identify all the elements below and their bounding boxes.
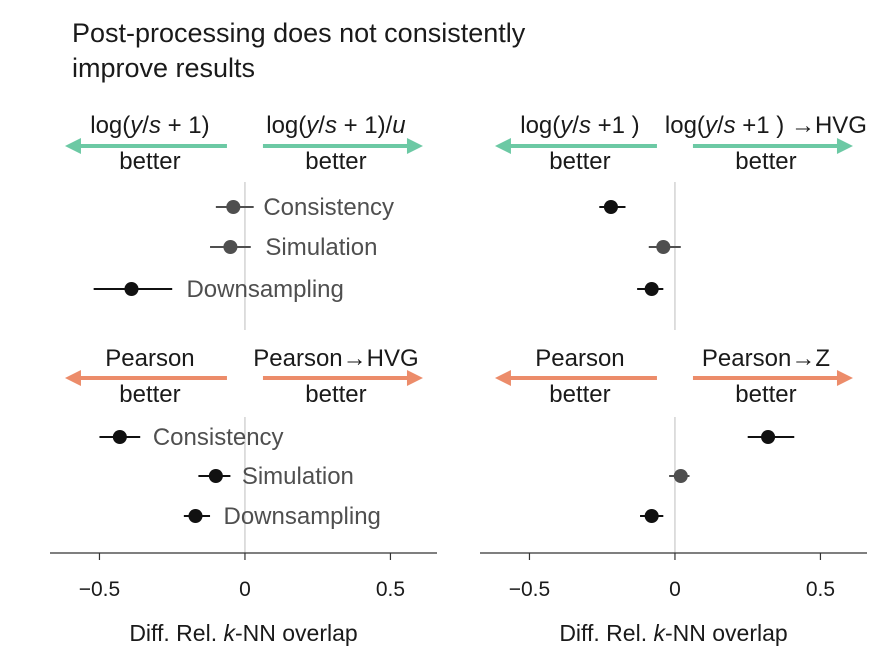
axes: −0.5 0 0.5 Diff. Rel. k-NN overlap −0.5 0 0.5 D… [50,552,867,646]
data-point [226,200,241,214]
tick-label: −0.5 [79,578,120,601]
right-arrow-head [836,370,853,386]
data-point [112,430,127,444]
right-better-label: better [305,148,366,175]
right-arrow-head [836,138,853,154]
data-point [644,282,659,296]
panel-bottom-right: Pearson Pearson→Z better better [494,345,853,553]
right-better-label: better [305,381,366,408]
right-header: log(y/s + 1)/u [266,112,405,139]
point-label: Downsampling [186,276,343,303]
tick-label: −0.5 [509,578,550,601]
left-arrow-head [494,370,511,386]
tick-label: 0.5 [806,578,835,601]
left-header: Pearson [535,345,624,372]
figure-title-line-2: improve results [72,53,255,83]
x-axis-label: Diff. Rel. k-NN overlap [559,620,787,646]
data-point [208,469,223,483]
tick-label: 0 [239,578,251,601]
tick-label: 0.5 [376,578,405,601]
point-label: Consistency [263,194,394,221]
right-arrow-head [406,138,423,154]
data-point [223,240,238,254]
right-arrow-head [406,370,423,386]
left-better-label: better [549,148,610,175]
point-label: Simulation [265,234,377,261]
data-point [603,200,618,214]
data-point [673,469,688,483]
data-point [761,430,776,444]
data-point [644,509,659,523]
left-arrow-head [494,138,511,154]
right-header: log(y/s +1 ) →HVG [665,112,867,139]
data-point [656,240,671,254]
x-axis-label: Diff. Rel. k-NN overlap [129,620,357,646]
left-header: log(y/s + 1) [90,112,209,139]
left-better-label: better [119,148,180,175]
panel-bottom-left: Pearson Pearson→HVG better better Consistenc… [64,345,423,553]
right-better-label: better [735,148,796,175]
left-arrow-head [64,370,81,386]
x-axis-right: −0.5 0 0.5 Diff. Rel. k-NN overlap [480,552,867,646]
left-better-label: better [549,381,610,408]
panel-top-left: log(y/s + 1) log(y/s + 1)/u better better Co… [64,112,423,330]
panels: log(y/s + 1) log(y/s + 1)/u better better Co… [64,112,867,553]
right-better-label: better [735,381,796,408]
point-label: Downsampling [223,503,380,530]
right-header: Pearson→Z [702,345,830,372]
data-point [188,509,203,523]
left-header: log(y/s +1 ) [520,112,639,139]
panel-top-right: log(y/s +1 ) log(y/s +1 ) →HVG better bette… [494,112,867,330]
right-header: Pearson→HVG [253,345,418,372]
point-label: Consistency [153,424,284,451]
data-point [124,282,139,296]
tick-label: 0 [669,578,681,601]
left-arrow-head [64,138,81,154]
left-header: Pearson [105,345,194,372]
point-label: Simulation [242,463,354,490]
x-axis-left: −0.5 0 0.5 Diff. Rel. k-NN overlap [50,552,437,646]
left-better-label: better [119,381,180,408]
figure-title-line-1: Post-processing does not consistently [72,18,526,48]
